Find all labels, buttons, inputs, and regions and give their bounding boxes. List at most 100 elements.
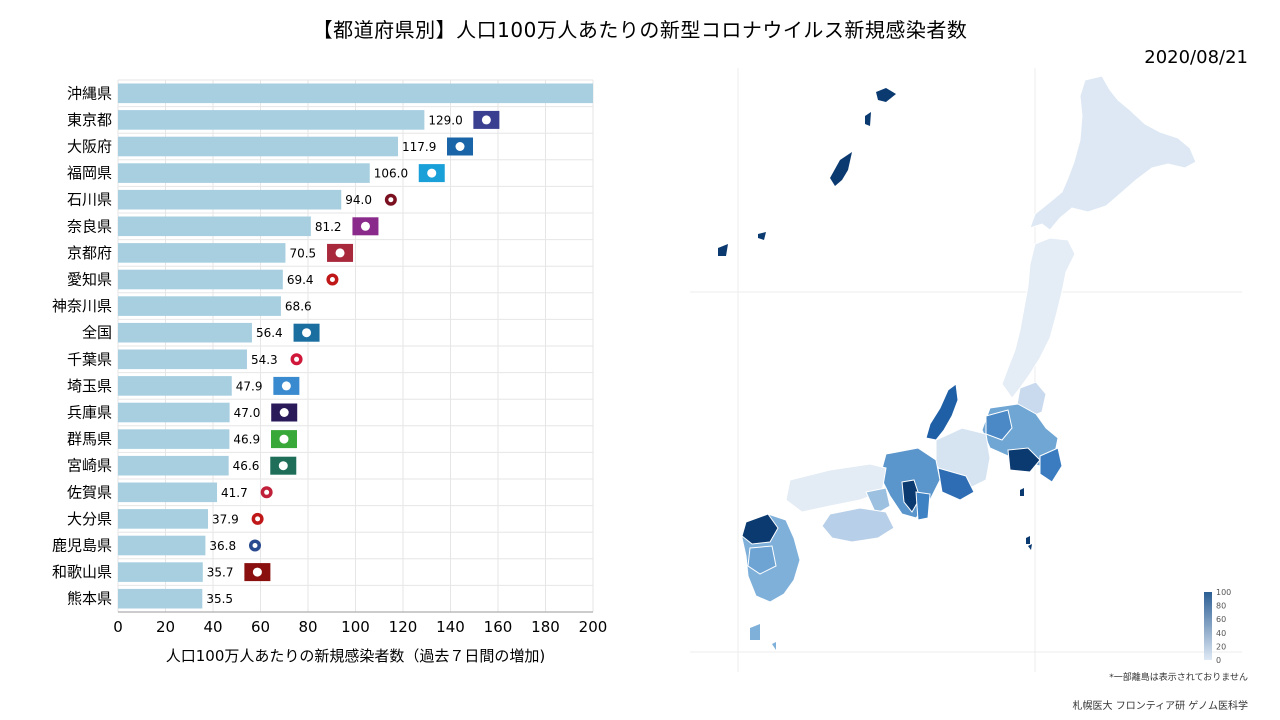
- bar: [118, 455, 229, 476]
- category-label: 石川県: [67, 191, 112, 209]
- map-region-shikoku: [821, 507, 895, 543]
- value-label: 35.7: [207, 566, 234, 580]
- bar: [118, 588, 203, 609]
- category-label: 大阪府: [67, 138, 112, 156]
- category-label: 埼玉県: [67, 377, 112, 395]
- category-label: 宮崎県: [67, 457, 112, 475]
- bar: [118, 269, 283, 290]
- badge-mark: [264, 489, 270, 495]
- value-label: 106.0: [374, 167, 408, 181]
- map-region-aichi: [937, 467, 975, 501]
- map-island: [772, 642, 776, 650]
- map-legend-tick: 60: [1216, 615, 1226, 624]
- badge-mark: [302, 328, 312, 338]
- x-tick-label: 40: [203, 618, 222, 636]
- category-label: 沖縄県: [67, 84, 112, 102]
- x-tick-label: 140: [436, 618, 465, 636]
- value-label: 69.4: [287, 273, 314, 287]
- category-label: 京都府: [67, 244, 112, 262]
- bar: [118, 216, 311, 237]
- x-axis-title: 人口100万人あたりの新規感染者数（過去７日間の増加): [166, 647, 546, 665]
- badge-mark: [360, 221, 370, 231]
- category-label: 奈良県: [67, 217, 112, 235]
- map-region-tokyo: [1007, 447, 1041, 473]
- bar: [118, 509, 209, 529]
- bar: [118, 243, 286, 263]
- x-tick-label: 200: [579, 618, 608, 636]
- category-label: 大分県: [67, 510, 112, 528]
- badge-mark: [281, 381, 291, 391]
- bar: [118, 349, 247, 370]
- value-label: 68.6: [285, 300, 312, 314]
- value-label: 35.5: [206, 592, 233, 606]
- value-label: 41.7: [221, 486, 248, 500]
- value-label: 56.4: [256, 326, 283, 340]
- map-island: [876, 88, 896, 102]
- badge-mark: [279, 408, 289, 417]
- badge-mark: [455, 142, 465, 151]
- category-label: 鹿児島県: [52, 537, 112, 555]
- map-island: [718, 244, 728, 256]
- map-legend-tick: 0: [1216, 656, 1221, 665]
- map-region-chiba: [1039, 447, 1063, 483]
- value-label: 117.9: [402, 140, 436, 154]
- category-label: 和歌山県: [52, 563, 112, 581]
- category-label: 東京都: [67, 111, 112, 129]
- badge-mark: [294, 356, 300, 362]
- x-tick-label: 20: [156, 618, 175, 636]
- credit: 札幌医大 フロンティア研 ゲノム医科学: [1072, 701, 1248, 712]
- category-label: 神奈川県: [52, 297, 112, 315]
- badge-mark: [388, 197, 394, 203]
- badge-mark: [279, 434, 289, 444]
- badge-mark: [278, 461, 288, 471]
- x-tick-label: 180: [531, 618, 560, 636]
- value-label: 47.0: [234, 406, 261, 420]
- value-label: 46.6: [233, 459, 260, 473]
- date-label: 2020/08/21: [1144, 47, 1248, 68]
- bar: [118, 562, 203, 582]
- map-legend-tick: 20: [1216, 642, 1226, 651]
- category-label: 佐賀県: [67, 483, 112, 501]
- map-region-kumamoto: [747, 545, 777, 575]
- map-island: [750, 624, 760, 640]
- value-label: 37.9: [212, 512, 239, 526]
- map-legend-tick: 100: [1216, 588, 1231, 597]
- bar: [118, 535, 206, 556]
- value-label: 129.0: [428, 113, 462, 127]
- bar: [118, 402, 230, 423]
- map-region-ishikawa: [925, 383, 959, 441]
- bar: [118, 322, 252, 343]
- bar: [118, 136, 399, 157]
- chart-title: 【都道府県別】人口100万人あたりの新型コロナウイルス新規感染者数: [312, 18, 968, 42]
- category-label: 兵庫県: [67, 404, 112, 422]
- map-island: [865, 112, 871, 126]
- value-label: 47.9: [236, 379, 263, 393]
- value-label: 70.5: [289, 246, 316, 260]
- map-region-tohoku: [1001, 237, 1076, 399]
- map-legend-tick: 40: [1216, 629, 1226, 638]
- bar: [118, 163, 370, 183]
- map-color-legend-ticks: 100 80 60 40 20 0: [1216, 588, 1231, 665]
- map-note: *一部離島は表示されておりません: [1109, 673, 1248, 683]
- category-label: 千葉県: [67, 350, 112, 368]
- category-label: 福岡県: [67, 164, 112, 182]
- map-island: [830, 152, 852, 186]
- badge-mark: [481, 115, 491, 125]
- x-tick-label: 60: [251, 618, 270, 636]
- map-region-fukuoka: [741, 513, 779, 545]
- map-island: [1020, 488, 1024, 496]
- badge-mark: [252, 567, 262, 577]
- map-island: [758, 232, 766, 240]
- bar: [118, 482, 218, 503]
- badge-mark: [335, 248, 345, 258]
- bar: [118, 429, 230, 449]
- bar: [118, 83, 593, 104]
- x-tick-label: 80: [298, 618, 317, 636]
- map-region-okayama: [865, 487, 891, 515]
- value-label: 54.3: [251, 353, 278, 367]
- map-island: [1026, 536, 1030, 544]
- badge-mark: [427, 168, 437, 178]
- bar: [118, 376, 232, 396]
- category-label: 熊本県: [67, 590, 112, 608]
